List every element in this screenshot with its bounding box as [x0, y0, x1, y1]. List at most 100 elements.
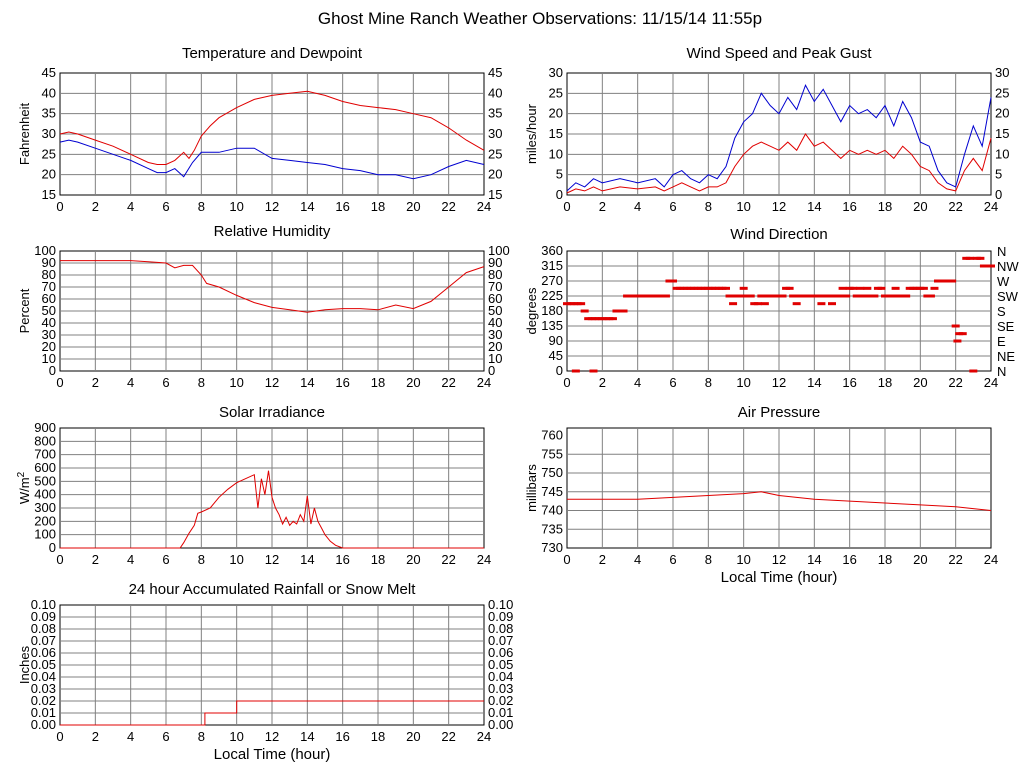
- x-tick-label: 22: [441, 552, 455, 567]
- data-point: [919, 286, 928, 290]
- x-tick-label: 20: [913, 552, 927, 567]
- y-tick-label: 0: [556, 187, 563, 202]
- y-tick-label-right: 0.04: [488, 669, 513, 684]
- data-point: [828, 302, 836, 306]
- y-tick-label-right: 25: [995, 85, 1009, 100]
- y-tick-label-right: 40: [488, 85, 502, 100]
- y-tick-label: 500: [34, 473, 56, 488]
- y-tick-label-right: 30: [488, 327, 502, 342]
- y-tick-label-right: 0.05: [488, 657, 513, 672]
- data-point: [958, 332, 967, 336]
- y-tick-label-right: 0.08: [488, 621, 513, 636]
- x-tick-label: 4: [127, 199, 134, 214]
- y-tick-label: 0.05: [31, 657, 56, 672]
- x-tick-label: 6: [162, 552, 169, 567]
- x-tick-label: 2: [92, 199, 99, 214]
- x-tick-label: 12: [265, 552, 279, 567]
- y-tick-label-right: 20: [488, 339, 502, 354]
- series-line: [567, 491, 992, 511]
- x-tick-label: 12: [772, 199, 786, 214]
- y-tick-label-right: 0: [488, 363, 495, 378]
- compass-label: E: [997, 334, 1006, 349]
- y-tick-label-right: 0: [995, 187, 1002, 202]
- data-point: [577, 302, 586, 306]
- y-tick-label-right: 80: [488, 267, 502, 282]
- data-point: [930, 286, 939, 290]
- y-tick-label: 300: [34, 500, 56, 515]
- series-line: [60, 470, 484, 549]
- series-line: [60, 700, 484, 726]
- y-tick-label-right: 0.09: [488, 609, 513, 624]
- x-tick-label: 10: [229, 552, 243, 567]
- data-point: [870, 294, 879, 298]
- y-tick-label: 225: [541, 288, 563, 303]
- chart-rain: 0 2 4 6 8 10 12 14 16 18 20 22 240.00 0.000.01 0.010.0…: [17, 581, 513, 763]
- y-tick-label: 100: [34, 243, 56, 258]
- x-tick-label: 24: [477, 199, 491, 214]
- x-tick-label: 24: [477, 729, 491, 744]
- data-point: [608, 317, 617, 321]
- data-point: [891, 286, 900, 290]
- data-point: [589, 369, 598, 373]
- y-tick-label: 750: [541, 465, 563, 480]
- x-tick-label: 16: [842, 199, 856, 214]
- series-line: [59, 90, 485, 165]
- y-tick-label-right: 0.02: [488, 693, 513, 708]
- x-tick-label: 12: [265, 199, 279, 214]
- x-tick-label: 12: [772, 375, 786, 390]
- y-tick-label: 0.07: [31, 633, 56, 648]
- x-tick-label: 4: [634, 375, 641, 390]
- x-tick-label: 14: [300, 199, 314, 214]
- y-tick-label-right: 10: [995, 146, 1009, 161]
- series-line: [566, 83, 992, 192]
- y-tick-label: 60: [42, 291, 56, 306]
- y-tick-label: 800: [34, 433, 56, 448]
- y-tick-label: 0.02: [31, 693, 56, 708]
- x-tick-label: 24: [477, 552, 491, 567]
- y-tick-label: 45: [549, 348, 563, 363]
- data-point: [753, 302, 762, 306]
- x-tick-label: 20: [913, 199, 927, 214]
- data-point: [926, 294, 935, 298]
- y-tick-label-right: 35: [488, 106, 502, 121]
- y-tick-label: 20: [42, 339, 56, 354]
- x-tick-label: 14: [300, 729, 314, 744]
- y-tick-label: 40: [42, 85, 56, 100]
- y-tick-label: 270: [541, 273, 563, 288]
- x-tick-label: 0: [563, 375, 570, 390]
- series-line: [60, 260, 485, 313]
- y-tick-label: 755: [541, 446, 563, 461]
- data-point: [835, 294, 844, 298]
- x-tick-label: 6: [162, 729, 169, 744]
- y-tick-label-right: 10: [488, 351, 502, 366]
- y-tick-label: 760: [541, 428, 563, 443]
- x-tick-label: 14: [807, 375, 821, 390]
- data-point: [951, 324, 960, 328]
- y-tick-label: 15: [42, 187, 56, 202]
- x-tick-label: 14: [300, 375, 314, 390]
- chart-title: Relative Humidity: [214, 223, 331, 240]
- y-tick-label-right: 90: [488, 255, 502, 270]
- x-tick-label: 22: [948, 375, 962, 390]
- x-tick-label: 18: [371, 199, 385, 214]
- x-tick-label: 8: [705, 552, 712, 567]
- y-tick-label: 70: [42, 279, 56, 294]
- x-tick-label: 0: [563, 199, 570, 214]
- x-tick-label: 8: [705, 375, 712, 390]
- x-tick-label: 6: [162, 375, 169, 390]
- y-tick-label: 25: [549, 85, 563, 100]
- x-tick-label: 20: [406, 552, 420, 567]
- y-tick-label-right: 15: [488, 187, 502, 202]
- y-tick-label: 0.04: [31, 669, 56, 684]
- x-tick-label: 8: [198, 199, 205, 214]
- x-tick-label: 24: [984, 552, 998, 567]
- series-line: [566, 133, 992, 194]
- x-tick-label: 16: [335, 729, 349, 744]
- page-title: Ghost Mine Ranch Weather Observations: 1…: [318, 9, 762, 28]
- chart-solar: 0 2 4 6 8 10 12 14 16 18 20 22 240100200300400500600…: [16, 404, 491, 567]
- y-tick-label: 20: [549, 106, 563, 121]
- data-point: [760, 302, 769, 306]
